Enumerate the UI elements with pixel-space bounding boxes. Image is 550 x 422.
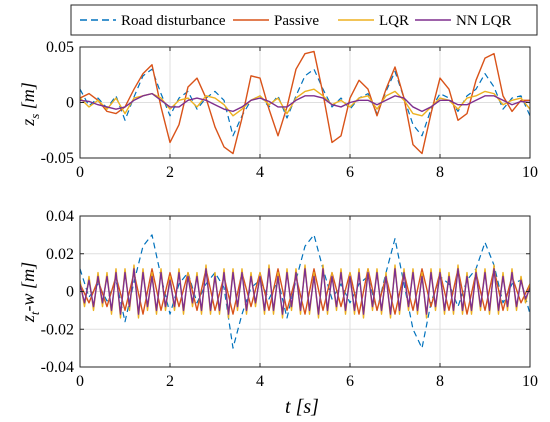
bottom-y-tick-label: 0 (66, 284, 74, 301)
legend-label-lqr: LQR (379, 13, 409, 29)
bottom-series-nn-lqr (80, 268, 530, 315)
top-x-tick-label: 10 (522, 164, 538, 181)
bottom-series-passive (80, 268, 530, 315)
bottom-y-tick-label: 0.02 (46, 246, 74, 263)
bottom-y-axis-label-sub: t (27, 311, 42, 315)
bottom-x-tick-label: 4 (256, 373, 264, 390)
bottom-y-tick-label: -0.02 (41, 321, 74, 338)
legend-label-road-disturbance: Road disturbance (121, 13, 226, 29)
bottom-x-tick-label: 10 (522, 373, 538, 390)
top-series-passive (80, 50, 530, 155)
bottom-y-axis-label-rest: -w [m] (18, 262, 38, 312)
legend-label-passive: Passive (274, 13, 319, 29)
top-chart-panel: zs [m] 0 2 4 6 8 100.050-0.05 (18, 39, 538, 181)
top-x-tick-label: 2 (166, 164, 174, 181)
bottom-y-axis-label-main: z (18, 315, 38, 323)
top-y-axis-label-rest: [m] (18, 82, 38, 114)
top-x-tick-label: 0 (76, 164, 84, 181)
bottom-y-axis-label: zt-w [m] (18, 262, 42, 323)
top-series-nn-lqr (80, 92, 530, 113)
top-x-tick-label: 4 (256, 164, 264, 181)
top-y-tick-label: 0.05 (46, 39, 74, 56)
top-y-tick-label: -0.05 (41, 150, 74, 167)
top-x-tick-label: 8 (436, 164, 444, 181)
top-y-tick-label: 0 (66, 95, 74, 112)
top-y-axis-label-sub: s (27, 114, 42, 119)
top-y-axis-label: zs [m] (18, 82, 42, 127)
legend: Road disturbance Passive LQR NN LQR (70, 4, 538, 36)
bottom-x-tick-label: 0 (76, 373, 84, 390)
legend-box (70, 4, 538, 36)
bottom-x-tick-label: 8 (436, 373, 444, 390)
bottom-y-tick-label: -0.04 (41, 359, 74, 376)
top-x-tick-label: 6 (346, 164, 354, 181)
top-y-axis-label-main: z (18, 119, 38, 127)
bottom-chart-panel: zt-w [m] t [s] 0 2 4 6 8 10 0.04 0.02 0 -0.02 -0.0… (18, 208, 538, 418)
bottom-x-tick-label: 2 (166, 373, 174, 390)
bottom-x-axis-label: t [s] (285, 396, 319, 418)
bottom-x-tick-label: 6 (346, 373, 354, 390)
legend-label-nn-lqr: NN LQR (456, 13, 511, 29)
bottom-y-tick-label: 0.04 (46, 208, 74, 225)
